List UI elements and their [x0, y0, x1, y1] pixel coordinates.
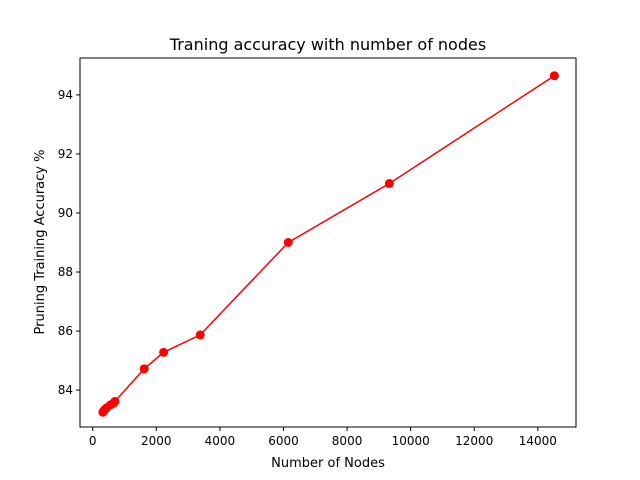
x-tick-label: 8000	[332, 434, 363, 448]
y-axis-label: Pruning Training Accuracy %	[33, 150, 48, 335]
plot-frame	[79, 57, 577, 428]
data-point	[283, 238, 293, 247]
data-point	[139, 364, 149, 374]
x-tick-label: 10000	[392, 434, 430, 448]
x-tick-label: 12000	[455, 434, 493, 448]
x-tick-label: 0	[89, 434, 97, 448]
y-tick-label: 88	[58, 265, 73, 279]
data-point	[384, 178, 394, 188]
plot-area	[98, 71, 559, 417]
y-tick-label: 92	[58, 147, 73, 161]
data-point	[195, 330, 205, 340]
x-tick-label: 2000	[141, 434, 172, 448]
x-tick-label: 6000	[268, 434, 299, 448]
chart-title: Traning accuracy with number of nodes	[169, 35, 486, 54]
x-axis-label: Number of Nodes	[271, 456, 385, 471]
x-axis: 0 2000 4000 6000 8000 10000 12000 14000	[89, 427, 557, 448]
y-tick-label: 90	[58, 206, 73, 220]
x-tick-label: 4000	[205, 434, 236, 448]
y-tick-label: 84	[58, 383, 73, 397]
data-point	[549, 71, 559, 81]
y-axis: 84 86 88 90 92 94	[58, 88, 80, 397]
x-tick-label: 14000	[519, 434, 557, 448]
data-point	[110, 396, 120, 406]
y-tick-label: 86	[58, 324, 73, 338]
data-point	[159, 347, 169, 357]
y-tick-label: 94	[58, 88, 73, 102]
